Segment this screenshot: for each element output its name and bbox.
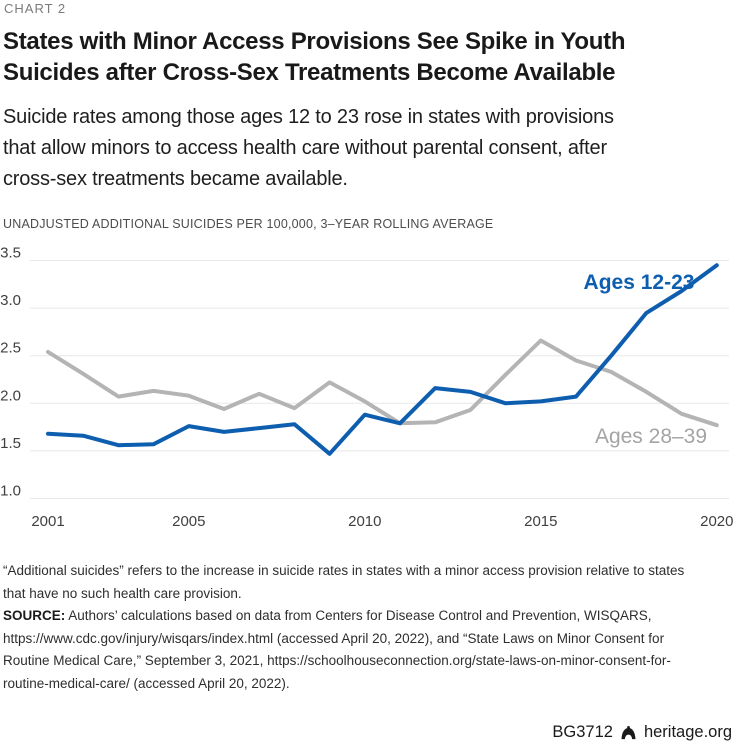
series-line-ages-12-23: [46, 263, 719, 456]
page-title: States with Minor Access Provisions See …: [3, 26, 734, 88]
series-line-ages-28-39: [46, 338, 719, 428]
y-tick-label: 3.5: [0, 245, 21, 262]
subtitle: Suicide rates among those ages 12 to 23 …: [3, 102, 734, 195]
report-id: BG3712: [552, 723, 613, 741]
x-tick-label: 2010: [348, 513, 381, 530]
x-tick-label: 2001: [31, 513, 64, 530]
y-tick-label: 3.0: [0, 292, 21, 309]
axis-unit-note: UNADJUSTED ADDITIONAL SUICIDES PER 100,0…: [3, 217, 494, 231]
x-tick-label: 2015: [524, 513, 557, 530]
eyebrow: CHART 2: [4, 1, 67, 16]
note-line-2: that have no such health care provision.: [3, 585, 242, 601]
source-line-2: https://www.cdc.gov/injury/wisqars/index…: [3, 630, 665, 646]
source-label: SOURCE:: [3, 608, 66, 623]
source-line-4: routine-medical-care/ (accessed April 20…: [3, 675, 290, 691]
x-tick-label: 2005: [172, 513, 205, 530]
line-chart: 1.0 1.5 2.0 2.5 3.0 3.5 2001 2005 2010 2015 2020 Ag…: [0, 240, 734, 532]
source-line-1: SOURCE: Authors’ calculations based on d…: [3, 608, 652, 623]
subtitle-line-2: that allow minors to access health care …: [3, 137, 607, 159]
subtitle-line-3: cross-sex treatments became available.: [3, 168, 348, 190]
title-line-2: Suicides after Cross-Sex Treatments Beco…: [3, 59, 616, 86]
title-line-1: States with Minor Access Provisions See …: [3, 28, 626, 55]
subtitle-line-1: Suicide rates among those ages 12 to 23 …: [3, 106, 614, 128]
site-name: heritage.org: [643, 723, 732, 741]
heritage-bell-icon: [620, 725, 637, 740]
note-line-1: “Additional suicides” refers to the incr…: [3, 563, 685, 578]
brand-line: BG3712 heritage.org: [552, 723, 732, 742]
series-label-ages-12-23: Ages 12-23: [584, 271, 695, 294]
series-label-ages-28-39: Ages 28–39: [595, 425, 707, 448]
footnote: “Additional suicides” refers to the incr…: [3, 560, 734, 695]
source-line-3: Routine Medical Care,” September 3, 2021…: [3, 653, 671, 668]
y-tick-label: 2.0: [0, 387, 21, 404]
y-tick-label: 2.5: [0, 340, 21, 357]
y-tick-label: 1.0: [0, 483, 21, 500]
chart-canvas: 1.0 1.5 2.0 2.5 3.0 3.5 2001 2005 2010 2015 2020 Ag…: [0, 245, 733, 531]
y-tick-label: 1.5: [0, 435, 21, 452]
x-tick-label: 2020: [700, 513, 733, 530]
